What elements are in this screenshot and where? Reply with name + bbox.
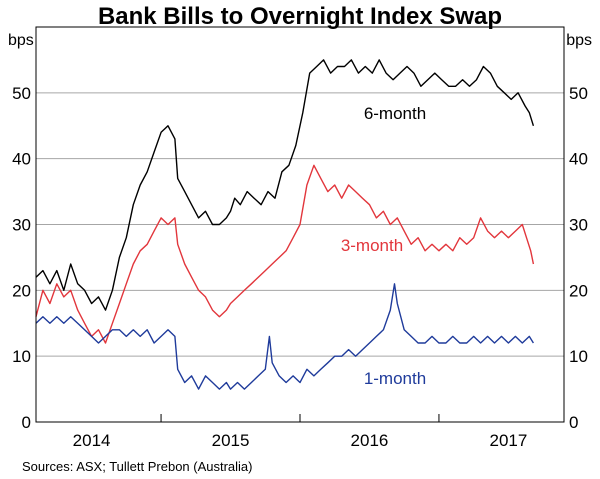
series-label-1-month: 1-month	[364, 369, 426, 388]
chart-title: Bank Bills to Overnight Index Swap	[98, 3, 502, 30]
series-line-6-month	[35, 59, 535, 311]
x-tick-label: 2015	[212, 431, 250, 450]
y-tick-label-right: 50	[569, 84, 588, 103]
y-tick-label-left: 10	[12, 347, 31, 366]
series-labels: 6-month 3-month 1-month	[341, 104, 426, 388]
y-tick-label-right: 20	[569, 281, 588, 300]
y-axis-unit-left: bps	[8, 32, 34, 49]
series-label-3-month: 3-month	[341, 236, 403, 255]
x-tick-label: 2014	[73, 431, 111, 450]
y-tick-label-left: 40	[12, 150, 31, 169]
series-label-6-month: 6-month	[364, 104, 426, 123]
y-tick-label-left: 0	[22, 413, 31, 432]
y-tick-label-right: 30	[569, 216, 588, 235]
y-tick-label-left: 30	[12, 216, 31, 235]
y-tick-label-left: 20	[12, 281, 31, 300]
x-tick-label: 2017	[490, 431, 528, 450]
y-tick-label-right: 40	[569, 150, 588, 169]
y-tick-label-right: 10	[569, 347, 588, 366]
series-layer	[35, 59, 535, 390]
y-tick-label-right: 0	[569, 413, 578, 432]
series-line-1-month	[35, 283, 534, 390]
axis-labels: 0 0 10 10 20 20 30 30 40 40 50 50 2014 2015 2016 2017	[12, 84, 588, 450]
y-axis-unit-right: bps	[566, 32, 592, 49]
x-tick-label: 2016	[351, 431, 389, 450]
source-note: Sources: ASX; Tullett Prebon (Australia)	[22, 459, 253, 474]
y-tick-label-left: 50	[12, 84, 31, 103]
series-line-3-month	[35, 164, 535, 344]
